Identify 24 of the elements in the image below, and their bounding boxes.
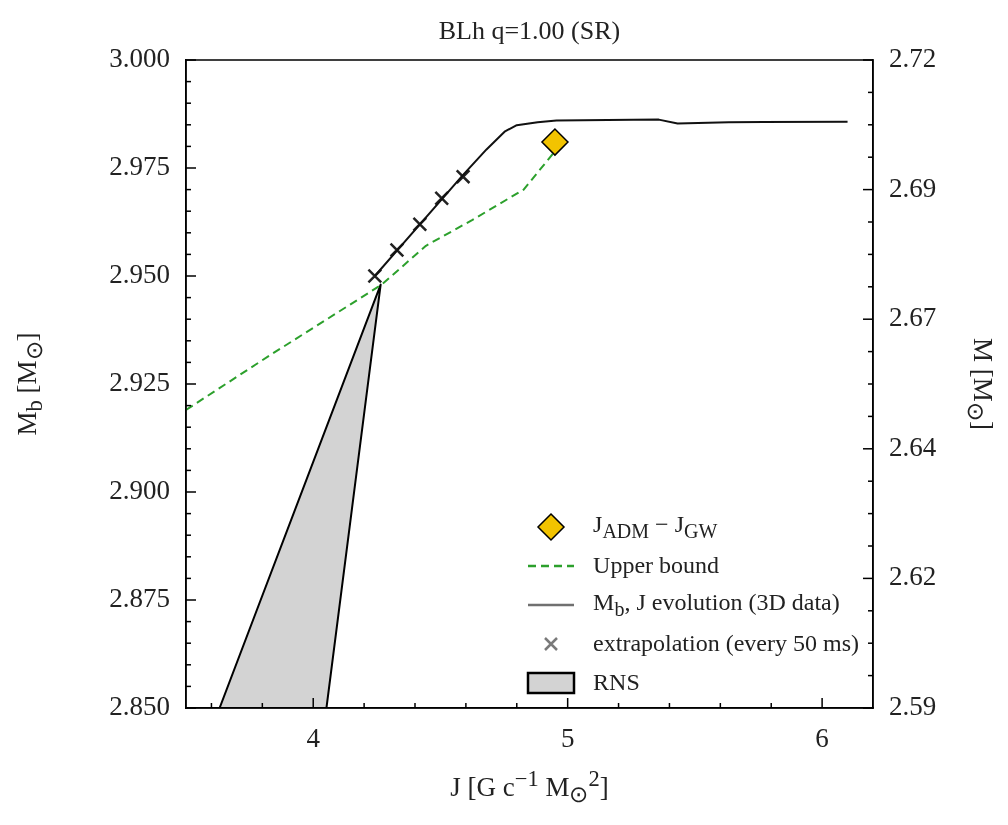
x-axis-title: J [G c$^{−1}$ M$_{⊙}$$^{2}$] xyxy=(449,766,610,809)
y2-tick-label: 2.59 xyxy=(889,691,937,722)
y-tick-label: 2.900 xyxy=(109,475,170,506)
y-tick-label: 3.000 xyxy=(109,43,170,74)
point xyxy=(541,128,569,156)
y-tick-label: 2.925 xyxy=(109,367,170,398)
legend-label: extrapolation (every 50 ms) xyxy=(593,630,859,657)
y-tick-label: 2.975 xyxy=(109,151,170,182)
legend-label: Upper bound xyxy=(593,552,720,579)
y2-tick-label: 2.62 xyxy=(889,561,937,592)
legend-label: RNS xyxy=(593,669,640,696)
x-tick-label: 5 xyxy=(560,723,575,754)
y-tick-label: 2.875 xyxy=(109,583,170,614)
y2-tick-label: 2.72 xyxy=(889,43,937,74)
y-tick-label: 2.950 xyxy=(109,259,170,290)
y2-tick-label: 2.67 xyxy=(889,302,937,333)
legend-label: M$_{b}$, J evolution (3D data) xyxy=(593,588,840,621)
y-tick-label: 2.850 xyxy=(109,691,170,722)
chart-title: BLh q=1.00 (SR) xyxy=(437,16,622,46)
x-tick-label: 4 xyxy=(306,723,321,754)
y2-tick-label: 2.69 xyxy=(889,172,937,203)
x-tick-label: 6 xyxy=(815,723,829,754)
legend-label: J$_{ADM}$ − J$_{GW}$ xyxy=(593,510,718,543)
y2-tick-label: 2.64 xyxy=(889,431,937,462)
